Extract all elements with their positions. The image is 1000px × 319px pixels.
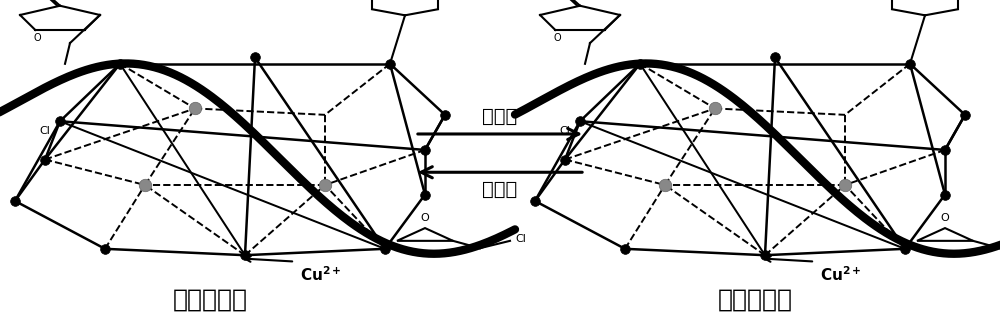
Text: Cl: Cl: [559, 126, 570, 136]
Text: $\mathbf{Cu^{2+}}$: $\mathbf{Cu^{2+}}$: [820, 265, 861, 284]
Text: 低催化活性: 低催化活性: [173, 288, 248, 312]
Text: $\mathbf{Cu^{2+}}$: $\mathbf{Cu^{2+}}$: [300, 265, 341, 284]
Text: O: O: [34, 33, 41, 43]
Text: Cl: Cl: [515, 234, 526, 244]
Text: O: O: [941, 213, 949, 223]
Text: Cl: Cl: [39, 126, 50, 136]
Text: 紫外光: 紫外光: [482, 107, 518, 126]
Text: O: O: [554, 33, 561, 43]
Text: 可见光: 可见光: [482, 180, 518, 199]
Text: 高催化活性: 高催化活性: [718, 288, 792, 312]
Text: O: O: [421, 213, 429, 223]
